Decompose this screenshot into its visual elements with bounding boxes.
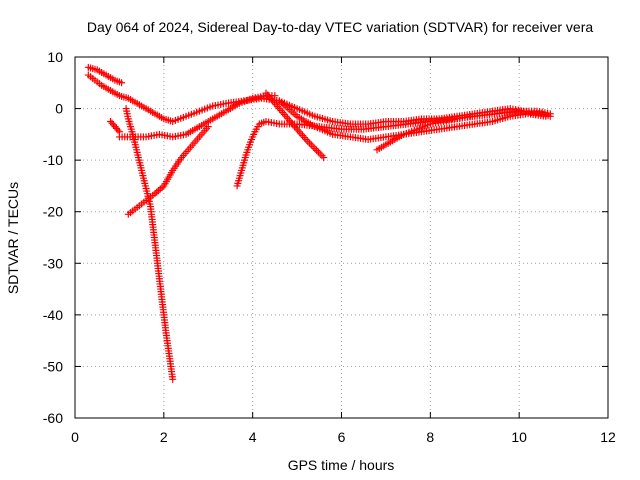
series-track-8 xyxy=(262,89,328,162)
data-point xyxy=(318,152,326,160)
y-tick-label: -20 xyxy=(43,204,63,220)
data-point xyxy=(311,145,319,153)
y-axis-label: SDTVAR / TECUs xyxy=(5,182,21,294)
data-point xyxy=(320,154,328,162)
series-track-1 xyxy=(84,71,554,128)
x-tick-label: 12 xyxy=(600,429,616,445)
x-axis-label: GPS time / hours xyxy=(288,457,395,473)
data-point xyxy=(313,146,321,154)
series-track-5 xyxy=(124,123,212,218)
data-point xyxy=(542,112,550,120)
x-tick-label: 0 xyxy=(71,429,79,445)
y-tick-label: -60 xyxy=(43,410,63,426)
series-track-2 xyxy=(84,63,126,87)
y-tick-label: -50 xyxy=(43,358,63,374)
y-tick-label: 0 xyxy=(55,101,63,117)
data-point xyxy=(169,375,177,383)
data-point xyxy=(156,185,164,193)
axis-ticks xyxy=(74,56,609,419)
data-point xyxy=(271,92,279,100)
data-point xyxy=(112,124,120,132)
series-track-10 xyxy=(373,112,474,154)
x-tick-label: 8 xyxy=(426,429,434,445)
y-tick-label: -40 xyxy=(43,307,63,323)
data-point xyxy=(306,139,314,147)
x-tick-label: 4 xyxy=(249,429,257,445)
data-point xyxy=(109,121,117,129)
data-point xyxy=(309,143,317,151)
x-tick-labels: 0 2 4 6 8 10 12 xyxy=(71,429,616,445)
x-tick-label: 10 xyxy=(511,429,527,445)
y-tick-label: -30 xyxy=(43,255,63,271)
data-point xyxy=(307,141,315,149)
series-track-4 xyxy=(122,105,177,383)
data-point xyxy=(153,188,161,196)
data-point xyxy=(155,187,163,195)
y-tick-labels: 10 0 -10 -20 -30 -40 -50 -60 xyxy=(43,49,63,426)
x-tick-label: 2 xyxy=(160,429,168,445)
data-point xyxy=(114,126,122,134)
data-point xyxy=(314,148,322,156)
data-point xyxy=(118,79,126,87)
chart-title: Day 064 of 2024, Sidereal Day-to-day VTE… xyxy=(87,19,593,35)
series-track-3 xyxy=(107,117,123,136)
series-track-6 xyxy=(115,92,279,141)
x-tick-label: 6 xyxy=(338,429,346,445)
data-point xyxy=(466,112,474,120)
data-point xyxy=(108,119,116,127)
data-points xyxy=(84,63,554,383)
data-point xyxy=(304,137,312,145)
data-point xyxy=(316,150,324,158)
y-tick-label: 10 xyxy=(47,49,63,65)
data-point xyxy=(107,117,115,125)
data-point xyxy=(111,123,119,131)
y-tick-label: -10 xyxy=(43,152,63,168)
